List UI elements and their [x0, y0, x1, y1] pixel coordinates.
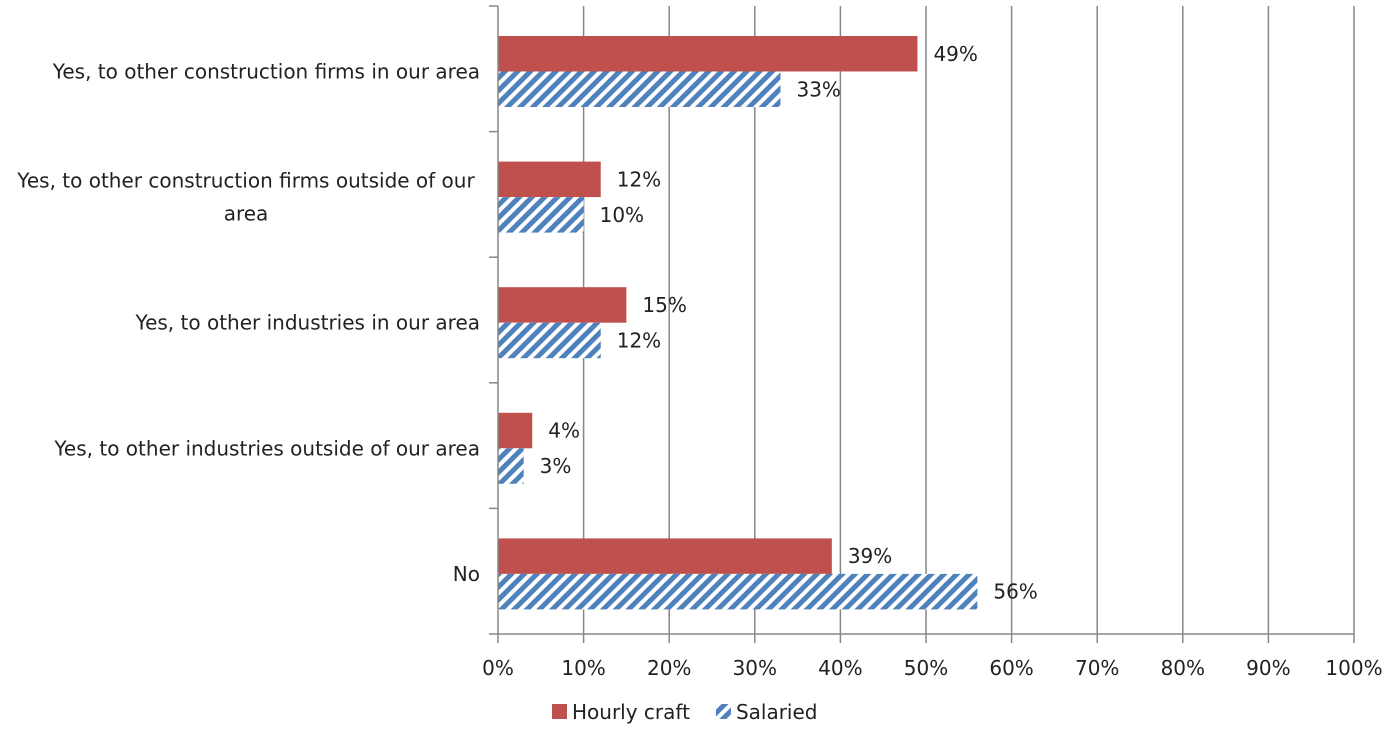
bar-salaried	[498, 322, 601, 359]
axes	[489, 5, 1355, 643]
legend: Hourly craft Salaried	[552, 700, 817, 724]
bars	[498, 36, 978, 610]
gridlines	[582, 6, 1355, 634]
x-tick-label: 100%	[1325, 656, 1382, 680]
bar-salaried	[498, 573, 978, 610]
bar-hourly-craft	[498, 412, 533, 449]
category-label: No	[453, 562, 480, 586]
bar-hourly-craft	[498, 538, 832, 574]
data-label: 33%	[796, 77, 840, 101]
data-label: 39%	[848, 544, 892, 568]
data-label: 49%	[933, 42, 977, 66]
category-label: Yes, to other construction firms in our …	[52, 60, 480, 84]
x-tick-label: 20%	[647, 656, 691, 680]
data-label: 3%	[540, 454, 572, 478]
category-label: Yes, to other construction firms outside…	[16, 169, 475, 226]
data-label: 12%	[617, 328, 661, 352]
bar-salaried	[498, 197, 584, 233]
x-tick-label: 40%	[818, 656, 862, 680]
bar-hourly-craft	[498, 161, 601, 198]
legend-swatch-hourly-craft	[552, 704, 567, 719]
data-label: 56%	[993, 580, 1037, 604]
legend-label: Hourly craft	[572, 700, 690, 724]
x-tick-label: 50%	[904, 656, 948, 680]
bar-salaried	[498, 448, 524, 484]
x-tick-label: 90%	[1246, 656, 1290, 680]
x-tick-label: 80%	[1161, 656, 1205, 680]
data-label: 15%	[642, 293, 686, 317]
category-label: Yes, to other industries in our area	[135, 311, 480, 335]
data-label: 4%	[548, 419, 580, 443]
x-tick-label: 10%	[561, 656, 605, 680]
bar-salaried	[498, 71, 781, 107]
bar-hourly-craft	[498, 36, 918, 72]
data-label: 12%	[617, 167, 661, 191]
legend-label: Salaried	[736, 700, 818, 724]
bar-hourly-craft	[498, 287, 627, 323]
x-tick-label: 60%	[989, 656, 1033, 680]
x-tick-label: 70%	[1075, 656, 1119, 680]
data-label: 10%	[600, 203, 644, 227]
labels: 0% 10% 20% 30% 40% 50% 60% 70% 80% 90% 100% 49% 12% 1…	[16, 42, 1382, 680]
legend-swatch-salaried	[715, 704, 731, 719]
x-tick-label: 0%	[482, 656, 514, 680]
category-label: Yes, to other industries outside of our …	[53, 436, 480, 460]
x-tick-label: 30%	[733, 656, 777, 680]
